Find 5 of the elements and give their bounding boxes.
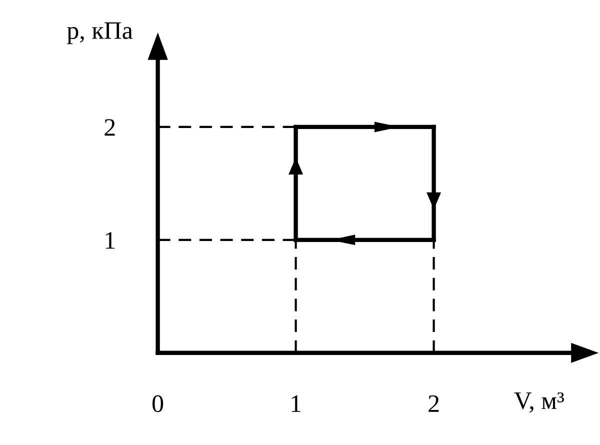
x-axis-title: V, м³ <box>514 392 564 413</box>
x-tick-label: 2 <box>428 395 439 412</box>
x-tick-label: 1 <box>292 395 301 412</box>
x-tick-label: 0 <box>152 395 164 412</box>
y-axis-title: p, кПа <box>67 22 133 44</box>
